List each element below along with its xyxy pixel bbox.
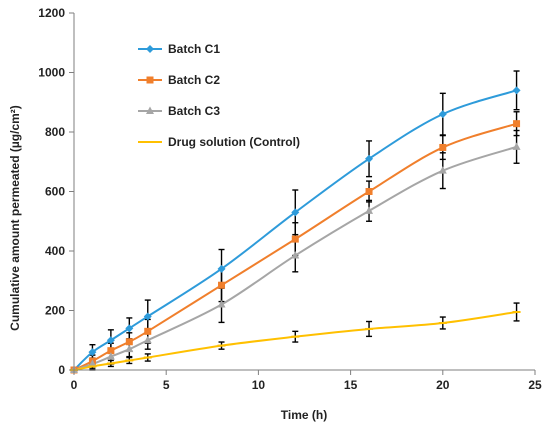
data-point bbox=[218, 281, 226, 289]
y-tick-label: 200 bbox=[45, 304, 65, 318]
data-point bbox=[125, 324, 134, 333]
data-point bbox=[106, 336, 115, 345]
data-point bbox=[217, 264, 226, 273]
data-point bbox=[125, 344, 134, 353]
data-point bbox=[107, 347, 115, 355]
data-point bbox=[512, 142, 521, 150]
data-point bbox=[438, 166, 447, 174]
data-point bbox=[291, 235, 299, 243]
series-line-3 bbox=[73, 145, 517, 371]
data-point bbox=[513, 120, 521, 128]
series-line-1 bbox=[73, 89, 517, 371]
data-point bbox=[217, 300, 226, 308]
error-bars bbox=[89, 70, 520, 371]
series-line-4 bbox=[73, 310, 517, 371]
data-point bbox=[438, 110, 447, 119]
x-tick-label: 20 bbox=[436, 378, 450, 392]
y-tick-label: 600 bbox=[45, 185, 65, 199]
series-markers bbox=[70, 86, 521, 374]
y-tick-label: 1000 bbox=[38, 66, 65, 80]
data-point bbox=[291, 250, 300, 259]
x-tick-label: 25 bbox=[528, 378, 542, 392]
data-point bbox=[365, 188, 373, 195]
y-tick-label: 800 bbox=[45, 125, 65, 139]
x-tick-label: 5 bbox=[163, 378, 170, 392]
x-tick-label: 0 bbox=[71, 378, 78, 392]
data-point bbox=[143, 312, 152, 321]
y-tick-label: 1200 bbox=[38, 6, 65, 20]
axes: 0 5 10 15 20 25 0 200 400 600 800 1000 1200 bbox=[38, 6, 542, 392]
legend-marker bbox=[146, 106, 154, 114]
legend-label: Batch C2 bbox=[168, 73, 220, 87]
data-point bbox=[88, 359, 97, 368]
data-point bbox=[439, 143, 447, 151]
series-lines bbox=[73, 89, 517, 371]
legend: Batch C1 Batch C2 Batch C3 Drug solution (C… bbox=[138, 42, 300, 149]
legend-label: Batch C3 bbox=[168, 104, 220, 118]
series-line-2 bbox=[73, 122, 517, 371]
legend-marker bbox=[146, 45, 154, 53]
legend-label: Batch C1 bbox=[168, 42, 220, 56]
data-point bbox=[365, 154, 374, 163]
data-point bbox=[512, 86, 521, 95]
data-point bbox=[125, 338, 133, 346]
x-axis-title: Time (h) bbox=[281, 408, 327, 422]
data-point bbox=[144, 327, 152, 335]
legend-marker bbox=[146, 76, 154, 84]
data-point bbox=[88, 348, 97, 357]
data-point bbox=[291, 208, 300, 217]
data-point bbox=[143, 335, 152, 344]
x-tick-label: 10 bbox=[252, 378, 266, 392]
data-point bbox=[365, 206, 374, 214]
y-tick-label: 400 bbox=[45, 244, 65, 258]
y-tick-label: 0 bbox=[58, 363, 65, 377]
legend-label: Drug solution (Control) bbox=[168, 135, 300, 149]
data-point bbox=[106, 352, 115, 360]
y-axis-title: Cumulative amount permeated (µg/cm²) bbox=[8, 105, 22, 331]
x-tick-label: 15 bbox=[344, 378, 358, 392]
